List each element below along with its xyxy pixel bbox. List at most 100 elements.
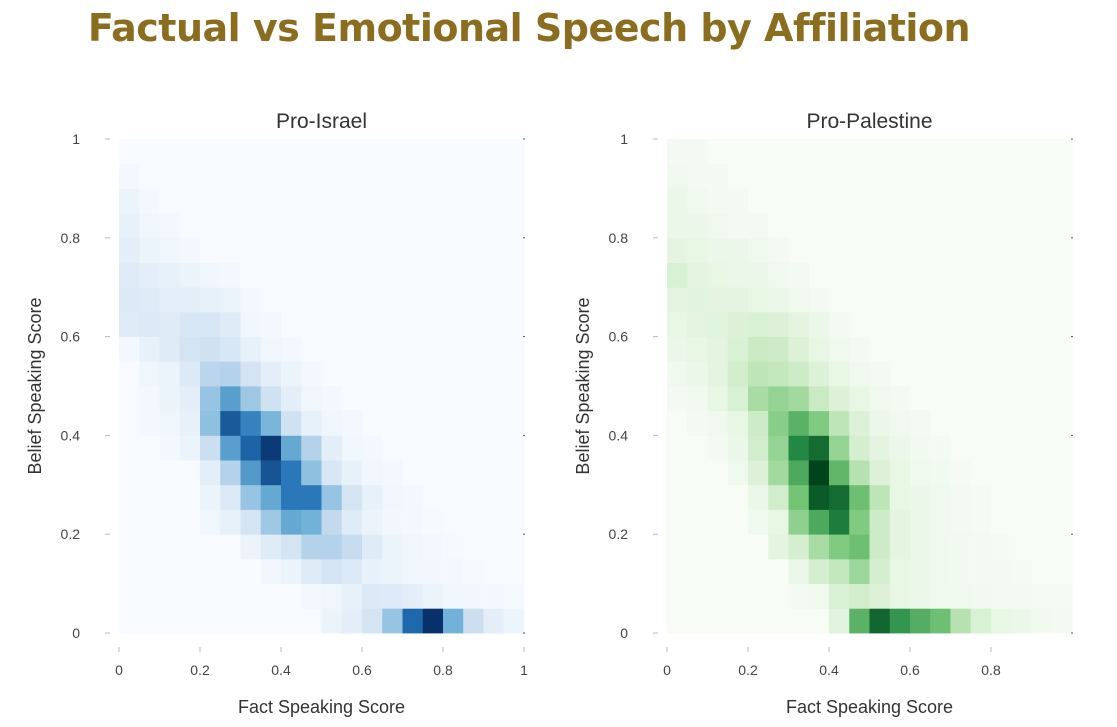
heatmap-cell xyxy=(727,509,749,535)
heatmap-cell xyxy=(321,558,343,584)
heatmap-cell xyxy=(402,558,424,584)
heatmap-cell xyxy=(179,509,201,535)
heatmap-cell xyxy=(402,336,424,362)
heatmap-cell xyxy=(950,336,972,362)
heatmap-cell xyxy=(503,608,525,634)
heatmap-cell xyxy=(341,410,363,436)
heatmap-cell xyxy=(443,311,464,337)
heatmap-cell xyxy=(991,262,1012,288)
heatmap-cell xyxy=(341,608,363,634)
heatmap-cell xyxy=(402,583,424,609)
heatmap-cell xyxy=(483,608,505,634)
heatmap-cell xyxy=(260,237,282,263)
heatmap-cell xyxy=(362,435,383,461)
heatmap-cell xyxy=(910,213,931,239)
heatmap-cell xyxy=(869,484,891,510)
heatmap-cell xyxy=(321,583,343,609)
heatmap-cell xyxy=(869,386,891,412)
heatmap-cell xyxy=(889,311,911,337)
heatmap-cell xyxy=(402,139,424,165)
heatmap-cell xyxy=(260,311,282,337)
x-tick-label: 0.6 xyxy=(352,662,372,678)
heatmap-cell xyxy=(220,287,241,313)
heatmap-cell xyxy=(119,287,140,313)
heatmap-cell xyxy=(910,509,931,535)
heatmap-cell xyxy=(260,163,282,189)
heatmap-cell xyxy=(422,583,444,609)
heatmap-cell xyxy=(849,386,870,412)
heatmap-cell xyxy=(930,163,951,189)
heatmap-cell xyxy=(139,558,160,584)
heatmap-cell xyxy=(281,188,302,214)
heatmap-cell xyxy=(869,558,891,584)
heatmap-cell xyxy=(483,583,505,609)
heatmap-cell xyxy=(382,435,403,461)
heatmap-cell xyxy=(1031,484,1053,510)
heatmap-cell xyxy=(179,410,201,436)
heatmap-cell xyxy=(402,386,424,412)
heatmap-cell xyxy=(727,435,749,461)
heatmap-cell xyxy=(463,139,484,165)
heatmap-cell xyxy=(991,435,1012,461)
heatmap-cell xyxy=(281,139,302,165)
heatmap-cell xyxy=(321,311,343,337)
heatmap-cell xyxy=(159,410,181,436)
heatmap-cell xyxy=(930,558,951,584)
heatmap-cell xyxy=(463,163,484,189)
heatmap-cell xyxy=(727,386,749,412)
heatmap-cell xyxy=(727,608,749,634)
heatmap-cell xyxy=(849,558,870,584)
heatmap-cell xyxy=(483,361,505,387)
heatmap-cell xyxy=(1051,558,1073,584)
heatmap-cell xyxy=(402,534,424,560)
heatmap-cell xyxy=(930,139,951,165)
heatmap-cell xyxy=(707,583,729,609)
heatmap-cell xyxy=(301,361,322,387)
heatmap-cell xyxy=(1031,410,1053,436)
heatmap-cell xyxy=(463,262,484,288)
heatmap-cell xyxy=(179,311,201,337)
heatmap-cell xyxy=(200,163,221,189)
heatmap-cell xyxy=(748,410,769,436)
heatmap-cell xyxy=(687,558,708,584)
heatmap-cell xyxy=(422,213,444,239)
heatmap-cell xyxy=(687,163,708,189)
y-tick-label: 1 xyxy=(620,131,628,147)
heatmap-cell xyxy=(341,509,363,535)
heatmap-cell xyxy=(483,460,505,486)
heatmap-cell xyxy=(667,386,688,412)
heatmap-cell xyxy=(200,336,221,362)
heatmap-cell xyxy=(930,435,951,461)
heatmap-cell xyxy=(503,583,525,609)
heatmap-cell xyxy=(321,608,343,634)
heatmap-cell xyxy=(382,336,403,362)
heatmap-cell xyxy=(748,188,769,214)
heatmap-cell xyxy=(808,608,830,634)
heatmap-cell xyxy=(808,361,830,387)
heatmap-cell xyxy=(991,237,1012,263)
heatmap-cell xyxy=(1031,435,1053,461)
heatmap-cell xyxy=(829,460,850,486)
heatmap-cell xyxy=(483,484,505,510)
heatmap-cell xyxy=(443,163,464,189)
heatmap-cell xyxy=(200,386,221,412)
heatmap-cell xyxy=(281,484,302,510)
heatmap-cell xyxy=(788,410,810,436)
heatmap-cell xyxy=(321,213,343,239)
heatmap-cell xyxy=(1031,608,1053,634)
heatmap-cell xyxy=(687,410,708,436)
heatmap-cell xyxy=(422,262,444,288)
heatmap-cell xyxy=(179,484,201,510)
heatmap-cell xyxy=(930,311,951,337)
heatmap-cell xyxy=(970,311,992,337)
heatmap-cell xyxy=(1051,213,1073,239)
heatmap-cell xyxy=(179,188,201,214)
heatmap-cell xyxy=(727,287,749,313)
heatmap-cell xyxy=(240,435,262,461)
heatmap-cell xyxy=(422,534,444,560)
heatmap-cell xyxy=(991,163,1012,189)
heatmap-cell xyxy=(829,583,850,609)
heatmap-cell xyxy=(950,361,972,387)
heatmap-cell xyxy=(748,336,769,362)
heatmap-cell xyxy=(910,460,931,486)
